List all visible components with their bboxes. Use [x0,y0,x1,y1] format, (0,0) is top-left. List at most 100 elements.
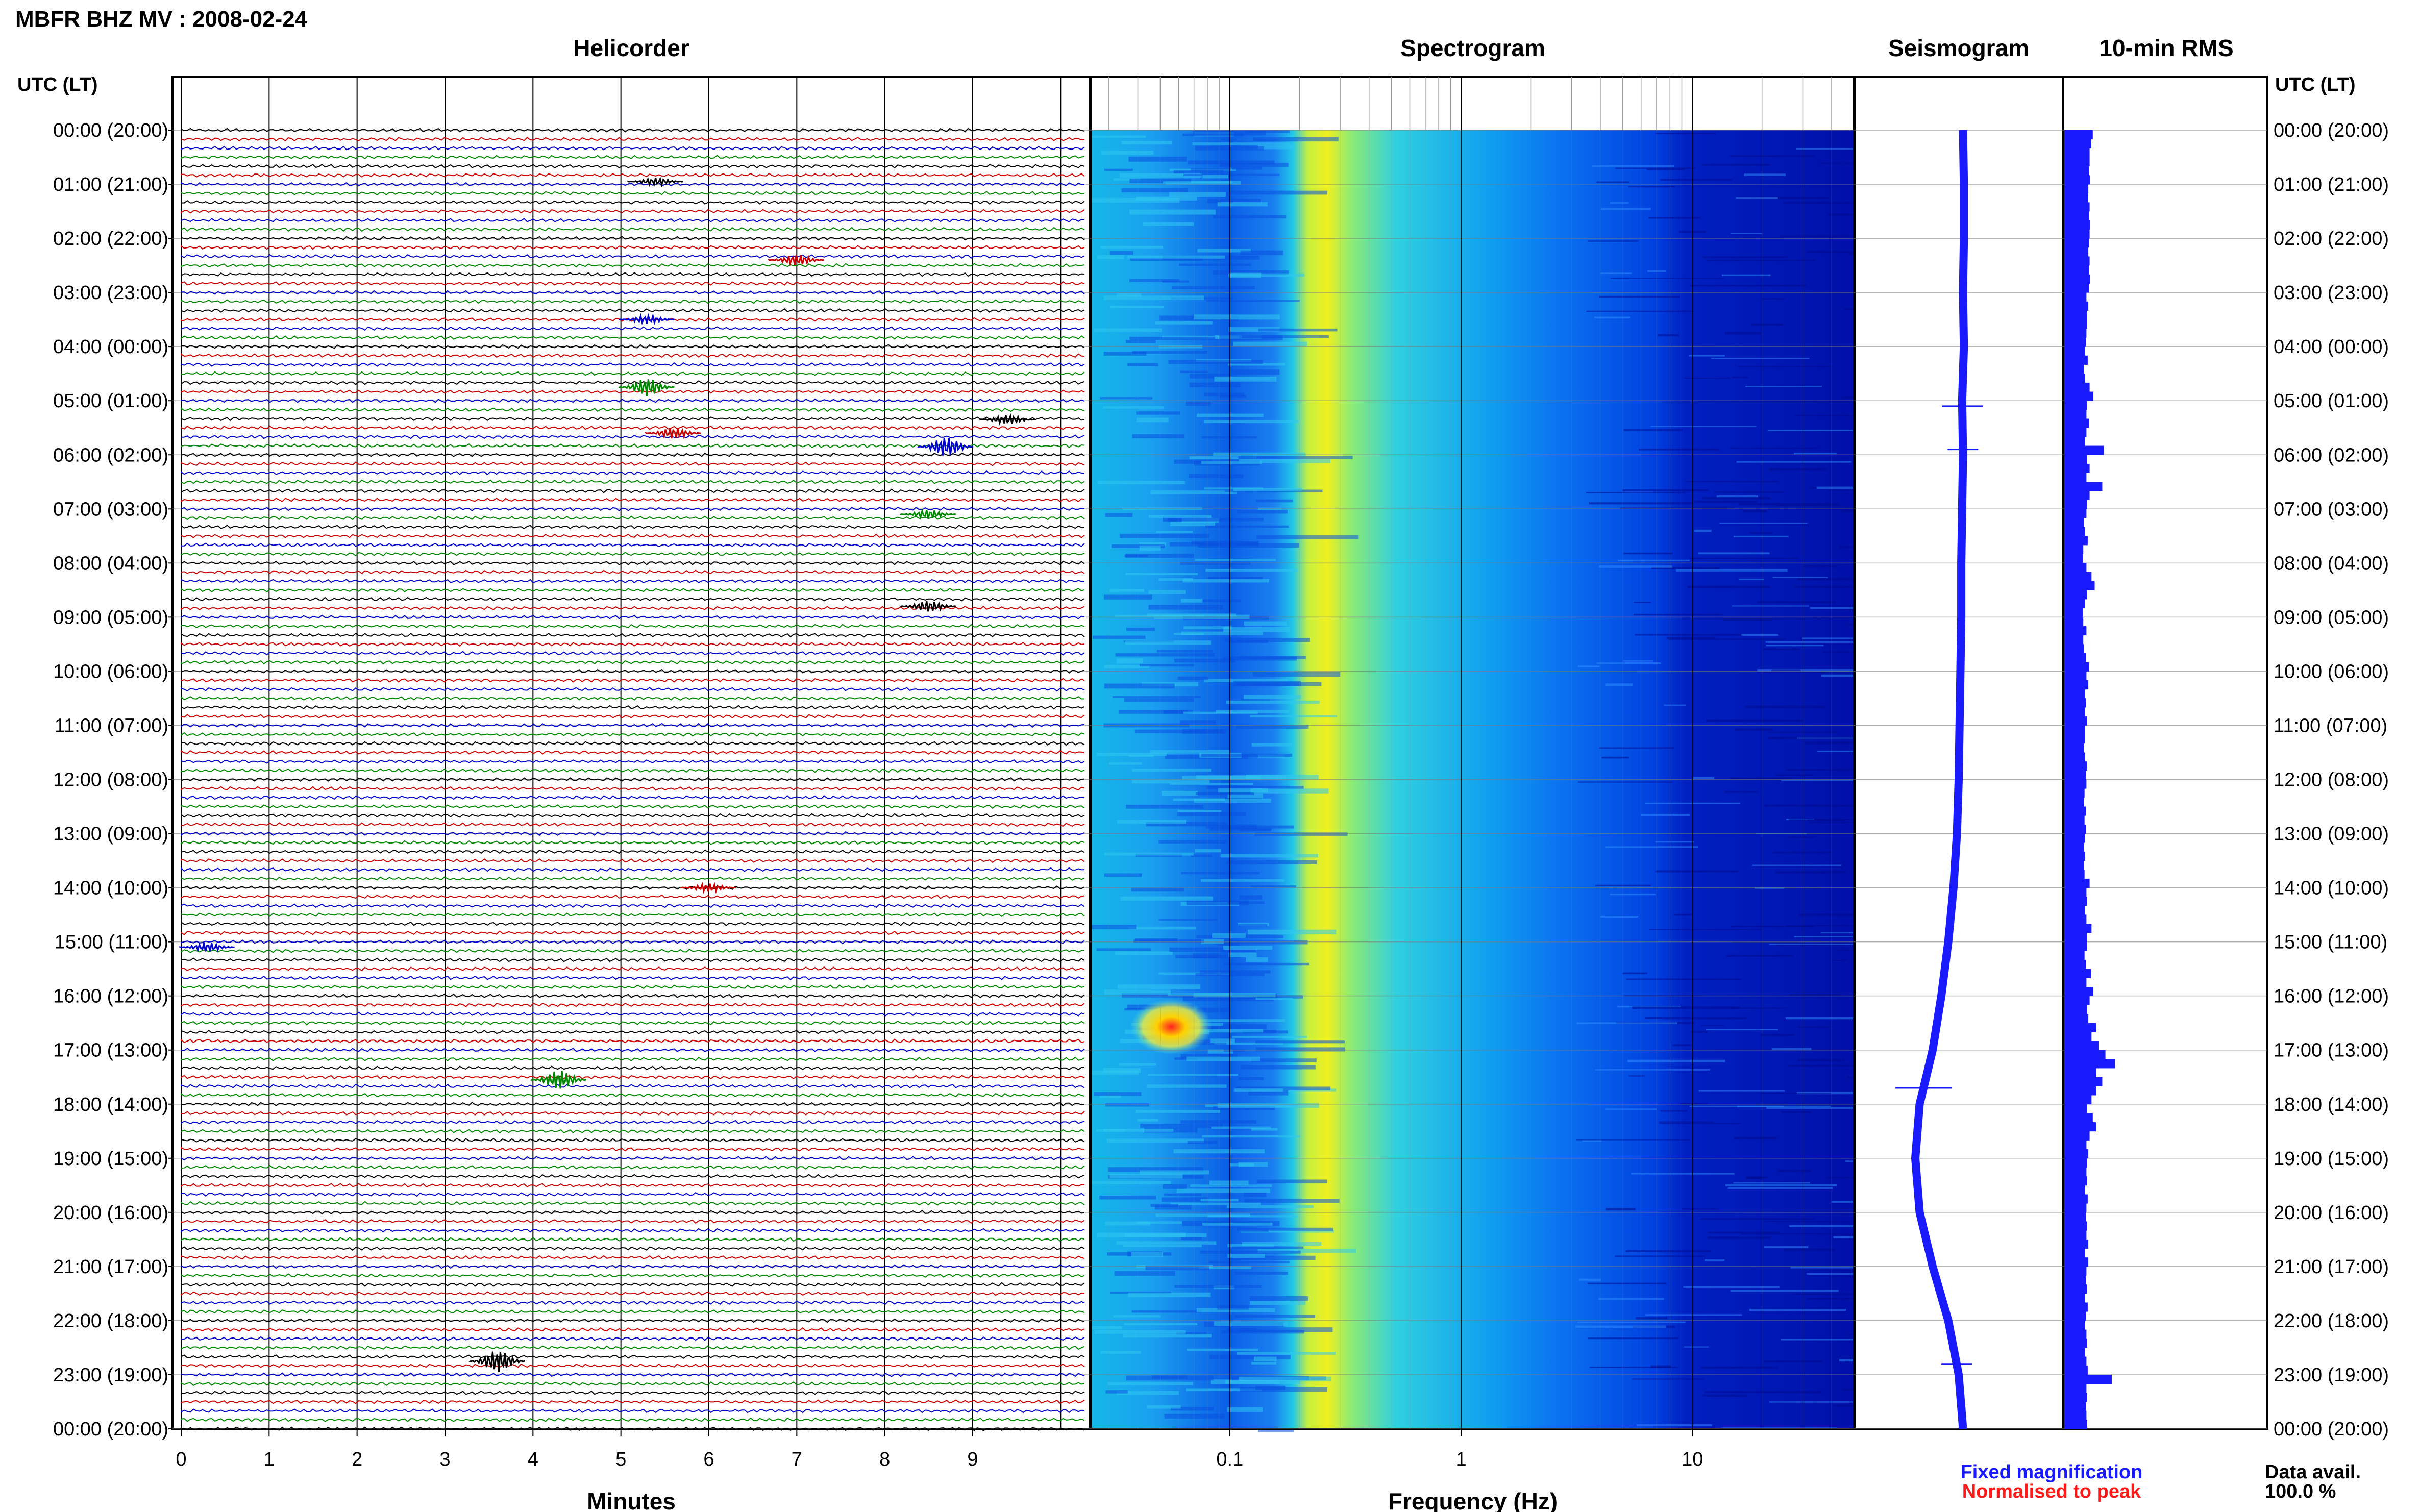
rms-bar [2064,1212,2086,1222]
spectrogram-streak [1741,634,1778,636]
spectrogram-streak [1589,502,1693,505]
seismogram-line [1911,130,1968,1429]
helicorder-trace [181,218,1085,223]
spectrogram-streak [1182,996,1274,1002]
spectrogram-streak [1810,607,1857,609]
spectrogram-streak [1702,497,1770,500]
spectrogram-streak [1601,756,1629,759]
spectrogram-streak [1698,1090,1785,1092]
helicorder-trace [181,560,1085,565]
helicorder-trace [181,326,1085,331]
spectrogram-streak [1745,386,1822,387]
helicorder-trace [181,633,1085,638]
spectrogram-streak [1205,569,1298,572]
spectrogram-streak [1103,1129,1174,1132]
spectrogram-streak [1226,700,1320,704]
spectrogram-streak [1596,181,1630,183]
helicorder-trace [181,488,1085,493]
helicorder-trace [181,984,1085,989]
helicorder-trace [181,714,1085,719]
rms-bar [2064,608,2083,617]
spectrogram-streak [1252,672,1341,677]
helicorder-trace [181,1255,1085,1260]
helicorder-trace [181,1093,1085,1098]
spectrogram-streak [1639,449,1719,451]
spectrogram-streak [1648,217,1701,219]
rms-bar [2064,1420,2087,1429]
spectrogram-streak [1139,546,1161,551]
rms-bar [2064,328,2087,338]
spectrogram-streak [1707,1236,1770,1239]
spectrogram-streak [1719,522,1808,524]
helicorder-trace [181,380,1085,385]
spectrogram-streak [1757,669,1865,672]
spectrogram-streak [1128,1292,1211,1297]
rms-bar [2064,725,2085,735]
rms-bar [2064,662,2089,672]
spectrogram-streak [1177,676,1209,680]
spectrogram-streak [1107,1382,1193,1385]
spectrogram-streak [1230,190,1327,195]
spectrogram-streak [1100,397,1153,400]
spectrogram-streak [1690,557,1799,559]
spectrogram-streak [1763,648,1800,650]
spectrogram-streak [1623,429,1683,431]
rms-bar [2064,418,2089,428]
spectrogram-streak [1600,272,1632,274]
rms-bar [2064,986,2094,997]
spectrogram-streak [1114,1271,1175,1276]
spectrogram-streak [1251,1058,1317,1062]
spectrogram-streak [1703,256,1788,258]
time-label-left: 21:00 (17:00) [53,1256,168,1278]
spectrogram-streak [1134,729,1224,733]
spectrogram-streak [1595,1069,1710,1071]
helicorder-trace [181,299,1085,304]
spectrogram-streak [1183,173,1280,176]
helicorder-traces [179,128,1085,1431]
rms-bar [2064,310,2087,320]
time-label-right: 12:00 (08:00) [2274,770,2389,791]
spectrogram-streak [1224,656,1297,661]
spectrogram-streak [1790,1266,1891,1269]
spectrogram-streak [1124,1323,1198,1325]
rms-bar [2064,500,2087,509]
rms-bar [2064,1032,2092,1042]
spectrogram-streak [1129,209,1216,215]
time-label-left: 04:00 (00:00) [53,336,168,358]
helicorder-trace [181,245,1085,250]
spectrogram-streak [1250,1301,1306,1305]
helicorder-trace [181,1408,1085,1414]
data-avail-label: Data avail. [2265,1461,2361,1483]
spectrogram-streak [1104,852,1194,856]
helicorder-trace [181,795,1085,800]
spectrogram-streak [1586,492,1686,493]
spectrogram-streak [1708,1231,1780,1234]
spectrogram-streak [1180,1120,1256,1124]
spectrogram-streak [1233,488,1302,491]
helicorder-trace [181,1201,1085,1206]
helicorder-trace [181,1083,1085,1088]
spectrogram-streak [1817,751,1858,752]
spectrogram-streak [1685,481,1779,482]
spectrogram-streak [1673,914,1693,916]
spectrogram-streak [1180,1054,1238,1059]
helicorder-trace [181,822,1085,827]
spectrogram-streak [1136,196,1197,201]
time-label-right: 07:00 (03:00) [2274,499,2389,520]
spectrogram-streak [1228,363,1285,366]
spectrogram-streak [1682,1208,1719,1210]
rms-bar [2064,229,2090,239]
spectrogram-streak [1210,1355,1291,1360]
rms-bar [2064,274,2090,284]
spectrogram-streak [1633,614,1723,616]
spectrogram-streak [1239,1376,1331,1381]
rms-bar [2064,671,2087,681]
spectrogram-streak [1148,1073,1239,1076]
helicorder-trace [181,290,1085,295]
spectrogram-streak [1136,1110,1221,1113]
spectrogram-streak [1131,1310,1201,1313]
frequency-tick-label: 10 [1682,1449,1703,1470]
spectrogram-streak [1691,1031,1708,1033]
spectrogram-streak [1113,178,1141,181]
time-label-left: 06:00 (02:00) [53,444,168,466]
